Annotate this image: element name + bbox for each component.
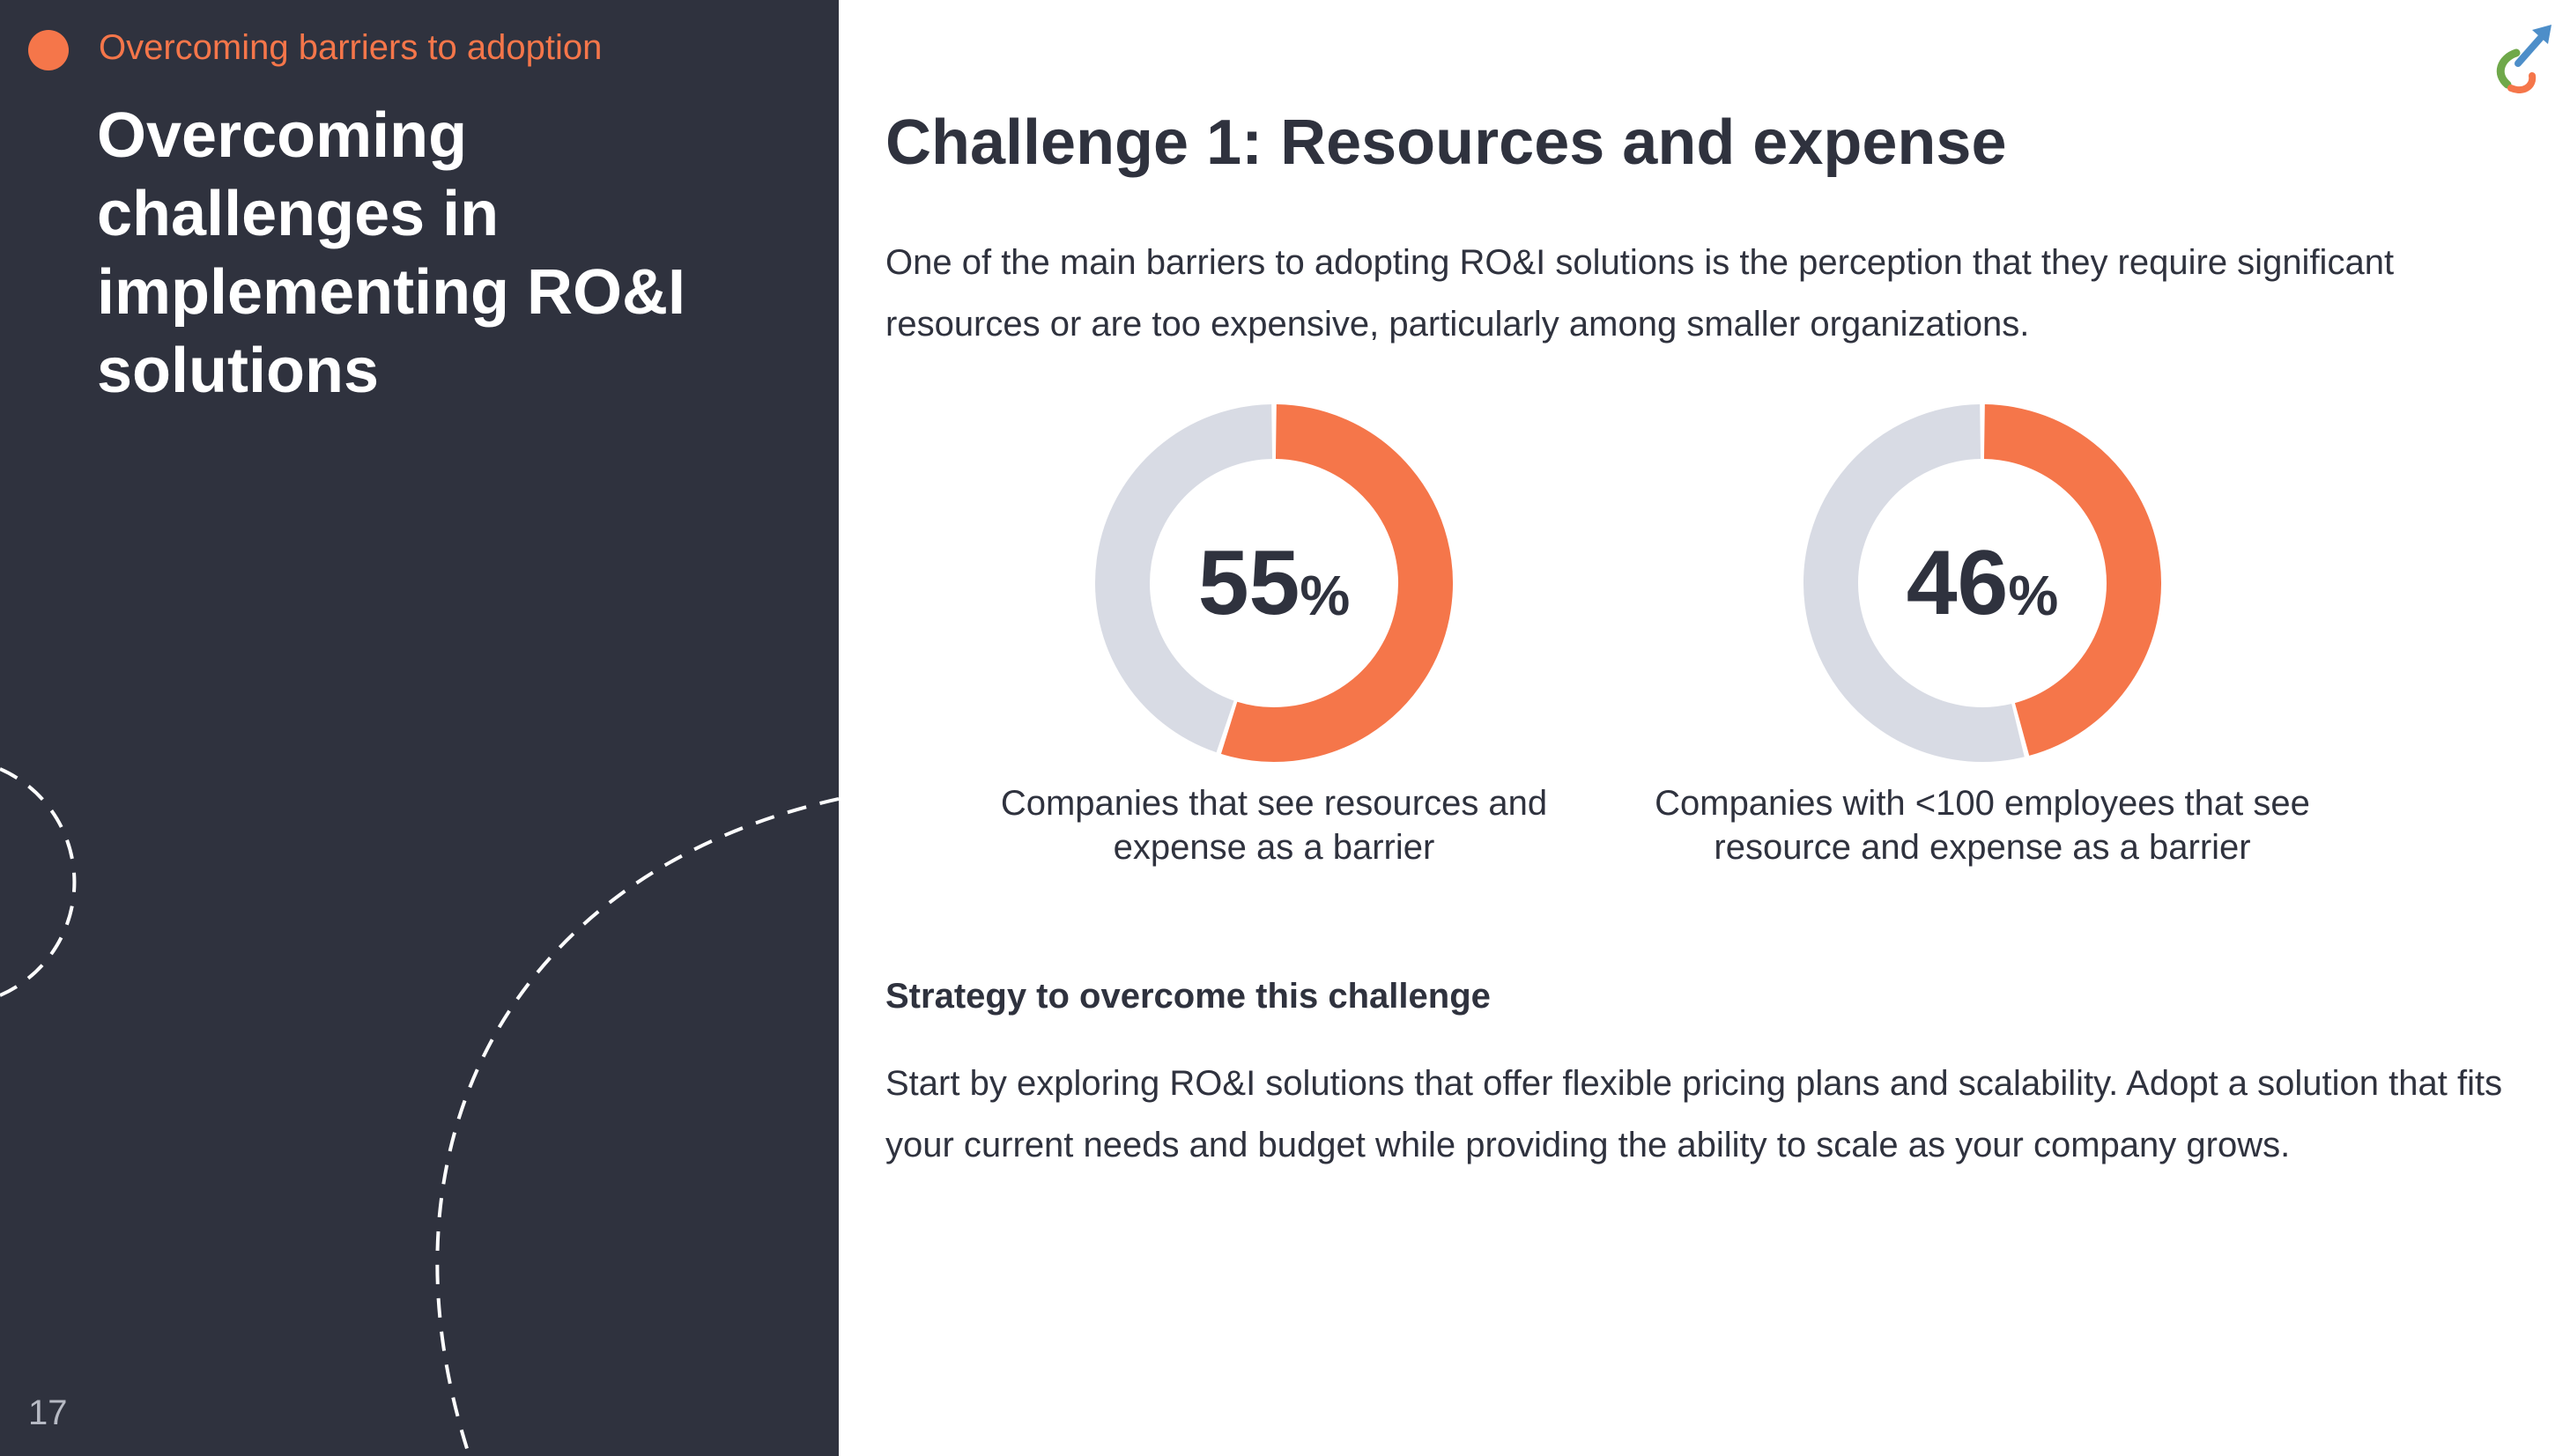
page-number: 17 xyxy=(28,1393,68,1432)
challenge-title: Challenge 1: Resources and expense xyxy=(885,107,2007,178)
stat-value: 46 xyxy=(1906,532,2009,634)
strategy-paragraph: Start by exploring RO&I solutions that o… xyxy=(885,1064,2503,1164)
stat-unit: % xyxy=(1300,564,1351,627)
donut-slice-remainder xyxy=(1095,404,1273,753)
stat-caption: Companies that see resources and expense… xyxy=(1000,784,1548,867)
donut-chart-svg xyxy=(1095,404,1453,762)
donut-chart-small-companies: 46% xyxy=(1797,398,2167,768)
donut-value: 46% xyxy=(1797,398,2167,768)
donut-chart-resources: 55% xyxy=(1089,398,1459,768)
dashed-arc-decoration xyxy=(0,767,839,1456)
donut-slice-highlight xyxy=(1221,404,1453,762)
donut-value: 55% xyxy=(1089,398,1459,768)
stat-value: 55 xyxy=(1197,532,1300,634)
arrow-swirl-logo-icon xyxy=(2496,25,2551,93)
strategy-heading: Strategy to overcome this challenge xyxy=(885,977,1491,1016)
donut-slice-remainder xyxy=(1803,404,2025,762)
sidebar-title: Overcoming challenges in implementing RO… xyxy=(97,100,686,406)
section-dot-icon xyxy=(28,30,69,70)
stat-caption: Companies with <100 employees that see r… xyxy=(1655,784,2310,867)
donut-chart-svg xyxy=(1803,404,2161,762)
stat-unit: % xyxy=(2008,564,2059,627)
intro-paragraph: One of the main barriers to adopting RO&… xyxy=(885,243,2395,344)
section-label: Overcoming barriers to adoption xyxy=(99,28,603,67)
donut-slice-highlight xyxy=(1983,404,2161,756)
sidebar: Overcoming barriers to adoption Overcomi… xyxy=(0,0,839,1456)
